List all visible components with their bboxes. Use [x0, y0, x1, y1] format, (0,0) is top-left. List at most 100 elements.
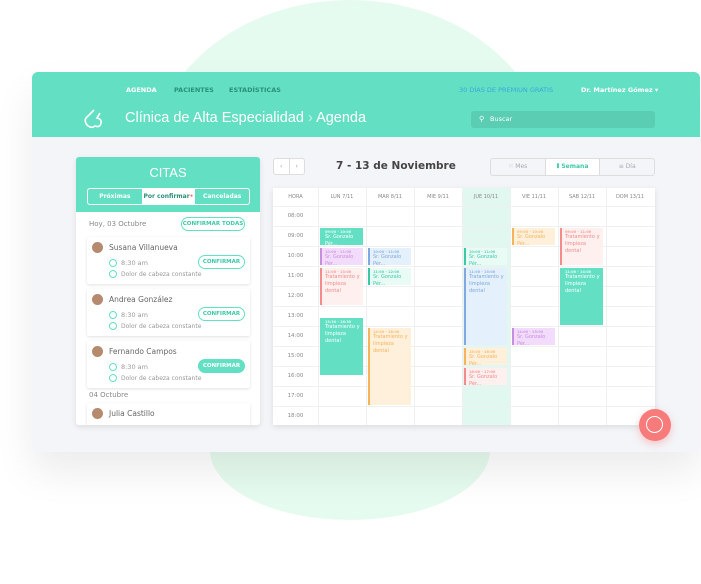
breadcrumb-page: Agenda	[316, 110, 367, 126]
view-label: Semana	[561, 163, 589, 170]
date-range: 7 - 13 de Noviembre	[336, 160, 456, 172]
calendar-event[interactable]: 16:00 - 17:00 Sr. Gonzalo Pér...	[464, 368, 507, 385]
view-month[interactable]: ⁙ Mes	[491, 159, 545, 175]
event-title: Sr. Gonzalo Pér...	[373, 274, 402, 285]
calendar-event[interactable]: 11:00 - 12:00 Sr. Gonzalo Pér...	[368, 268, 411, 285]
search-placeholder: Buscar	[490, 115, 513, 123]
user-menu[interactable]: Dr. Martínez Gómez ▾	[581, 86, 659, 94]
avatar	[92, 242, 103, 253]
event-title: Tratamiento y limpieza dental	[373, 334, 408, 354]
tab-canceladas[interactable]: Canceladas	[202, 193, 242, 200]
patient-name: Andrea González	[109, 295, 173, 304]
patient-name: Fernando Campos	[109, 347, 177, 356]
event-time: 09:00 - 10:00	[517, 230, 544, 234]
hour-column-header: HORA	[288, 194, 303, 200]
tab-por-confirmar[interactable]: Por confirmar•	[141, 189, 196, 204]
event-time: 14:00 - 15:00	[517, 330, 544, 334]
avatar	[92, 294, 103, 305]
confirm-button[interactable]: CONFIRMAR	[198, 307, 245, 321]
badge-dot: •	[189, 193, 194, 200]
calendar-event[interactable]: 09:00 - 10:00 Sr. Gonzalo Pér...	[320, 228, 363, 245]
breadcrumb-separator: ›	[307, 110, 313, 126]
calendar-event[interactable]: 14:00 - 18:00 Tratamiento y limpieza dent…	[368, 328, 411, 405]
confirm-button[interactable]: CONFIRMAR	[198, 359, 245, 373]
day-header: JUE 10/11	[473, 194, 499, 200]
appointment-reason: Dolor de cabeza constante	[121, 375, 202, 382]
event-title: Sr. Gonzalo Pér...	[325, 234, 354, 245]
event-time: 10:00 - 11:00	[469, 250, 496, 254]
calendar-event[interactable]: 09:00 - 11:00 Tratamiento y limpieza dent…	[560, 228, 603, 265]
calendar-event[interactable]: 10:00 - 11:00 Sr. Gonzalo Pér...	[320, 248, 363, 265]
confirm-all-button[interactable]: CONFIRMAR TODAS	[181, 217, 245, 231]
event-title: Sr. Gonzalo Pér...	[469, 354, 498, 365]
calendar-event[interactable]: 09:00 - 10:00 Sr. Gonzalo Pér...	[512, 228, 555, 245]
day-heading: Hoy, 03 Octubre	[89, 220, 147, 228]
event-title: Sr. Gonzalo Pér...	[469, 254, 498, 265]
event-time: 13:30 - 16:30	[325, 320, 352, 324]
grid-line	[273, 406, 655, 407]
clock-icon	[109, 311, 117, 319]
nav-agenda[interactable]: AGENDA	[126, 86, 157, 94]
header: AGENDA PACIENTES ESTADÍSTICAS 30 DÍAS DE…	[32, 72, 700, 137]
hour-label: 13:00	[287, 313, 304, 319]
calendar-event[interactable]: 13:30 - 16:30 Tratamiento y limpieza dent…	[320, 318, 363, 375]
event-title: Tratamiento y limpieza dental	[325, 324, 360, 344]
search-input[interactable]: ⚲ Buscar	[471, 111, 655, 128]
patient-name: Susana Villanueva	[109, 243, 178, 252]
heart-logo-icon	[84, 109, 102, 129]
grid-line	[273, 206, 655, 207]
calendar-event[interactable]: 14:00 - 15:00 Sr. Gonzalo Pér...	[512, 328, 555, 345]
next-week-button[interactable]: ›	[288, 159, 305, 174]
day-heading: 04 Octubre	[89, 391, 129, 399]
nav-estadisticas[interactable]: ESTADÍSTICAS	[229, 86, 281, 94]
add-appointment-button[interactable]	[639, 409, 671, 441]
event-title: Tratamiento y limpieza dental	[325, 274, 360, 294]
calendar-event[interactable]: 10:00 - 11:00 Sr. Gonzalo Pér...	[368, 248, 411, 265]
event-title: Sr. Gonzalo Pér...	[469, 374, 498, 385]
hour-label: 08:00	[287, 213, 304, 219]
confirm-button[interactable]: CONFIRMAR	[198, 255, 245, 269]
event-time: 14:00 - 18:00	[373, 330, 400, 334]
clock-icon	[109, 363, 117, 371]
calendar-event[interactable]: 11:00 - 14:00 Tratamiento y limpieza dent…	[560, 268, 603, 325]
appointment-card: Andrea González 8:30 am Dolor de cabeza …	[87, 289, 250, 336]
avatar	[92, 408, 103, 419]
event-title: Sr. Gonzalo Pér...	[517, 234, 546, 245]
event-title: Tratamiento y limpieza dental	[565, 234, 600, 254]
event-time: 10:00 - 11:00	[373, 250, 400, 254]
citas-panel: CITAS Próximas Por confirmar• Canceladas…	[76, 157, 260, 425]
tab-label: Por confirmar	[143, 193, 190, 200]
avatar	[92, 346, 103, 357]
event-time: 11:00 - 13:00	[325, 270, 352, 274]
breadcrumb-clinic[interactable]: Clínica de Alta Especialidad	[125, 110, 304, 126]
calendar-event[interactable]: 15:00 - 16:00 Sr. Gonzalo Pér...	[464, 348, 507, 365]
calendar-event[interactable]: 10:00 - 11:00 Sr. Gonzalo Pér...	[464, 248, 507, 265]
day-header: VIE 11/11	[521, 194, 547, 200]
hour-label: 17:00	[287, 393, 304, 399]
hour-label: 14:00	[287, 333, 304, 339]
event-title: Tratamiento y limpieza dental	[565, 274, 600, 294]
day-header: DOM 13/11	[615, 194, 645, 200]
event-title: Sr. Gonzalo Pér...	[517, 334, 546, 345]
grid-line	[273, 386, 655, 387]
event-time: 11:00 - 14:00	[565, 270, 592, 274]
stethoscope-icon	[109, 322, 117, 330]
nav-pacientes[interactable]: PACIENTES	[174, 86, 214, 94]
grid-line	[273, 346, 655, 347]
appointment-card[interactable]: Julia Castillo	[87, 403, 250, 425]
premium-link[interactable]: 30 DÍAS DE PREMIUN GRATIS	[459, 86, 554, 94]
appointment-card: Fernando Campos 8:30 am Dolor de cabeza …	[87, 341, 250, 388]
day-header: MIE 9/11	[427, 194, 449, 200]
calendar-event[interactable]: 11:00 - 13:00 Tratamiento y limpieza dent…	[320, 268, 363, 305]
event-title: Tratamiento y limpieza dental	[469, 274, 504, 294]
grid-line	[273, 266, 655, 267]
breadcrumb: Clínica de Alta Especialidad › Agenda	[125, 110, 366, 126]
stethoscope-icon	[109, 270, 117, 278]
view-week[interactable]: ⦀ Semana	[544, 159, 600, 175]
event-time: 11:00 - 15:00	[469, 270, 496, 274]
tab-proximas[interactable]: Próximas	[99, 193, 131, 200]
calendar-event[interactable]: 11:00 - 15:00 Tratamiento y limpieza dent…	[464, 268, 507, 345]
stethoscope-icon	[109, 374, 117, 382]
view-day[interactable]: ≡ Día	[599, 159, 654, 175]
prev-week-button[interactable]: ‹	[280, 163, 283, 170]
